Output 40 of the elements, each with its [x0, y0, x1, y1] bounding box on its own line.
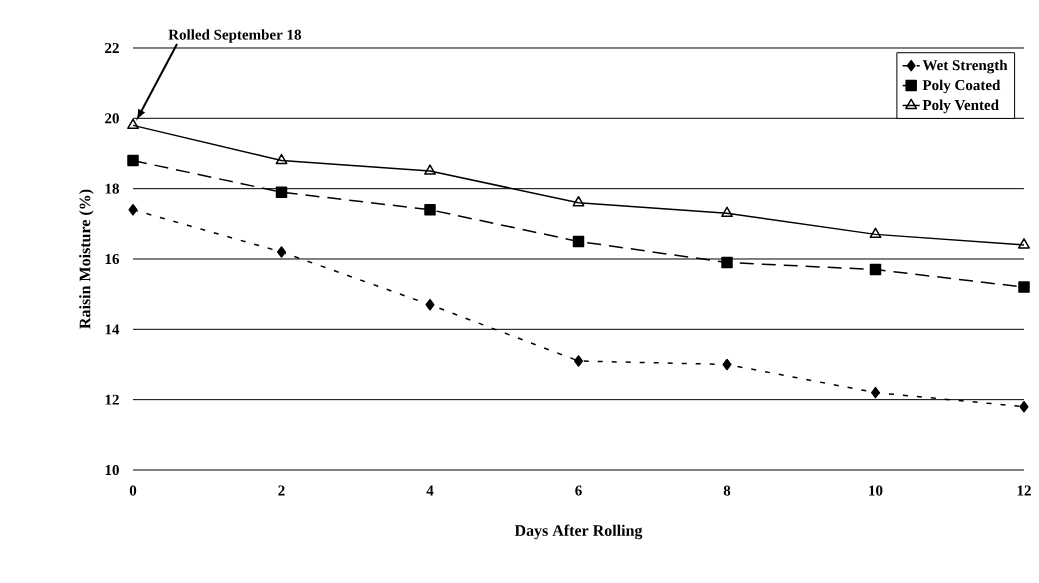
- point: [275, 186, 288, 198]
- point: [721, 256, 733, 269]
- y-tick-label: 18: [105, 183, 119, 194]
- y-tick-label: 10: [105, 464, 119, 476]
- x-tick-label: 12: [1017, 485, 1031, 496]
- x-axis-title: Days After Rolling: [514, 524, 643, 540]
- point: [275, 153, 288, 165]
- text: Rolled September 18: [168, 29, 302, 43]
- x-tick-label: 6: [575, 485, 582, 496]
- y-axis-title: Raisin Moisture (%): [79, 189, 94, 329]
- point: [869, 263, 882, 276]
- point: [424, 164, 436, 175]
- y-tick-label: 14: [105, 324, 120, 335]
- point: [1018, 238, 1030, 249]
- x-tick-label: 2: [278, 485, 285, 496]
- legend-label: Wet Strength: [922, 59, 1008, 74]
- point: [277, 246, 287, 258]
- x-tick-label: 0: [129, 485, 137, 496]
- x-tick-label: 4: [426, 485, 434, 496]
- x-tick-label: 8: [723, 485, 731, 496]
- y-tick-label: 20: [105, 113, 119, 124]
- y-tick-label: 22: [105, 43, 119, 53]
- legend-label: Poly Vented: [922, 99, 999, 114]
- point: [424, 204, 436, 216]
- point: [1018, 281, 1030, 293]
- x-tick-label: 10: [869, 485, 883, 496]
- point: [128, 204, 138, 216]
- point: [721, 206, 733, 218]
- point: [572, 235, 585, 248]
- point: [574, 355, 584, 367]
- point: [869, 227, 882, 239]
- point: [425, 298, 435, 311]
- point: [1019, 400, 1029, 413]
- point: [722, 358, 732, 371]
- point: [127, 154, 139, 167]
- y-tick-label: 12: [105, 394, 119, 405]
- point: [572, 195, 585, 207]
- point: [127, 118, 139, 130]
- legend-label: Poly Coated: [922, 79, 1001, 94]
- y-tick-label: 16: [105, 253, 120, 265]
